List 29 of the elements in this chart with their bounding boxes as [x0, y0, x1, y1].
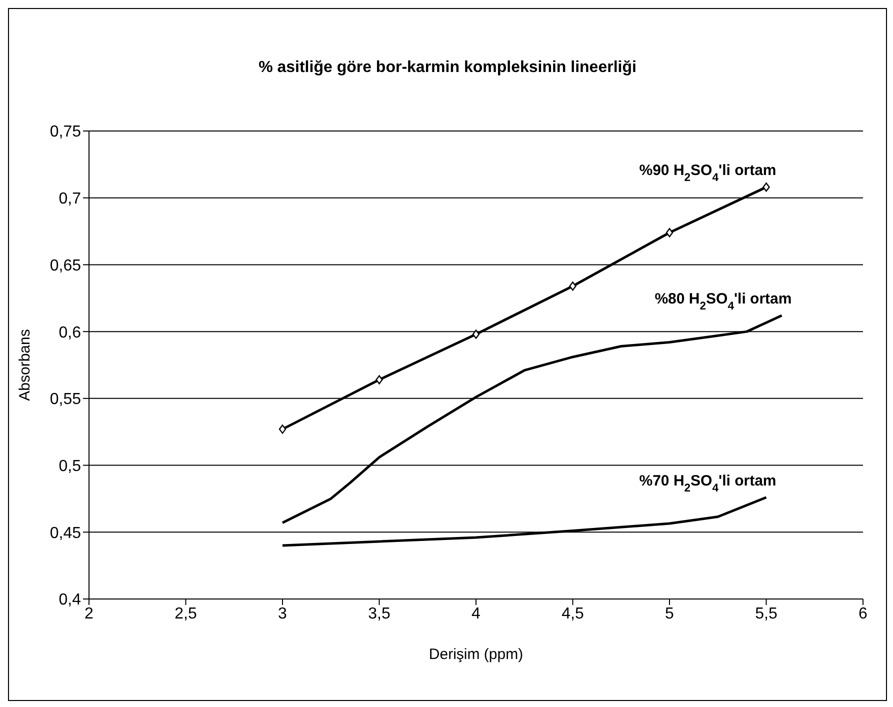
y-axis-title: Absorbans: [16, 329, 34, 401]
series-label: %90 H$_{2}$SO$_{4}$'li ortam: [639, 162, 776, 184]
x-axis-title: Derişim (ppm): [428, 646, 524, 663]
x-tick-label: 5,5: [755, 605, 778, 622]
x-tick-label: 3,5: [368, 605, 390, 622]
point: [762, 182, 770, 192]
x-tick-label: 6: [858, 605, 868, 622]
point: [278, 424, 286, 434]
x-tick-label: 4,5: [562, 605, 584, 622]
y-tick-label: 0,45: [50, 524, 82, 542]
x-tick-label: 4: [472, 605, 481, 622]
y-tick-label: 0,55: [50, 391, 82, 408]
y-tick-label: 0,5: [58, 458, 82, 475]
x-tick-label: 5: [665, 605, 674, 622]
y-tick-label: 0,7: [58, 190, 82, 208]
x-tick-label: 2: [84, 605, 94, 622]
x-tick-label: 3: [278, 605, 288, 622]
series-label: %70 H$_{2}$SO$_{4}$'li ortam: [639, 472, 776, 494]
point: [666, 228, 674, 238]
y-tick-label: 0,75: [50, 124, 82, 141]
point: [569, 282, 576, 291]
point: [376, 375, 383, 384]
chart-title: % asitliğe göre bor-karmin kompleksinin lineerliği: [258, 59, 638, 77]
y-tick-label: 0,65: [50, 257, 82, 274]
point: [472, 330, 480, 339]
x-tick-label: 2,5: [174, 605, 197, 622]
y-tick-label: 0,6: [58, 324, 82, 342]
y-tick-label: 0,4: [58, 592, 82, 609]
series-label: %80 H$_{2}$SO$_{4}$'li ortam: [654, 290, 792, 313]
